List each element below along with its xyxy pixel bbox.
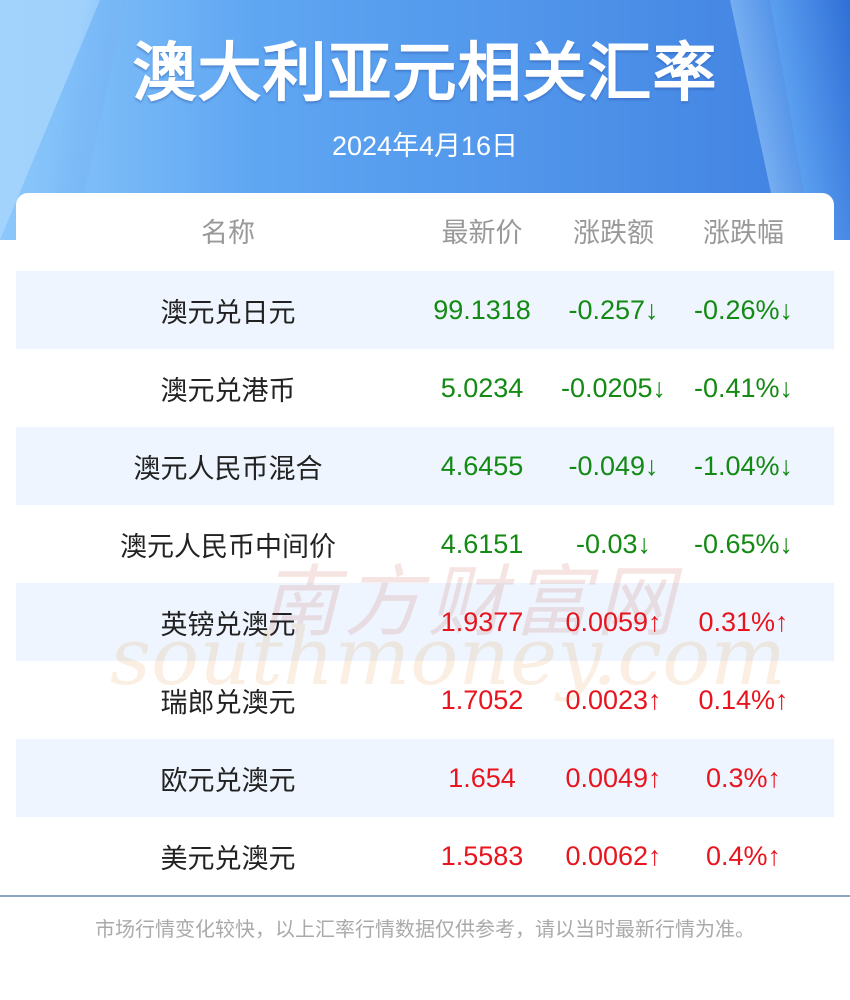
table-row: 澳元兑港币 5.0234 -0.0205↓ -0.41%↓ xyxy=(16,349,834,427)
rate-change: -0.0205↓ xyxy=(560,372,667,403)
rate-price: 1.9377 xyxy=(440,606,524,637)
rate-price: 1.5583 xyxy=(440,840,524,871)
table-header: 名称 最新价 涨跌额 涨跌幅 xyxy=(16,200,834,260)
rate-change: 0.0059↑ xyxy=(565,606,662,637)
table-row: 瑞郎兑澳元 1.7052 0.0023↑ 0.14%↑ xyxy=(16,661,834,739)
rate-price: 4.6151 xyxy=(440,528,524,559)
table-row: 澳元兑日元 99.1318 -0.257↓ -0.26%↓ xyxy=(16,271,834,349)
rate-percent: -0.65%↓ xyxy=(693,528,794,559)
rate-name: 英镑兑澳元 xyxy=(160,609,296,641)
rate-name: 澳元人民币中间价 xyxy=(120,531,336,563)
column-header-price: 最新价 xyxy=(441,217,523,249)
rate-change: -0.03↓ xyxy=(575,528,652,559)
rate-percent: 0.4%↑ xyxy=(705,840,782,871)
rate-percent: 0.14%↑ xyxy=(698,684,789,715)
rate-change: -0.257↓ xyxy=(568,294,659,325)
rate-price: 5.0234 xyxy=(440,372,524,403)
rate-name: 澳元兑日元 xyxy=(160,297,296,329)
table-row: 美元兑澳元 1.5583 0.0062↑ 0.4%↑ xyxy=(16,817,834,895)
rate-name: 澳元人民币混合 xyxy=(133,453,323,485)
rate-price: 4.6455 xyxy=(440,450,524,481)
rate-price: 1.7052 xyxy=(440,684,524,715)
rate-change: 0.0062↑ xyxy=(565,840,662,871)
table-row: 欧元兑澳元 1.654 0.0049↑ 0.3%↑ xyxy=(16,739,834,817)
rate-percent: 0.3%↑ xyxy=(705,762,782,793)
rate-change: -0.049↓ xyxy=(568,450,659,481)
table-row: 英镑兑澳元 1.9377 0.0059↑ 0.31%↑ xyxy=(16,583,834,661)
page-title: 澳大利亚元相关汇率 xyxy=(132,37,718,111)
rate-name: 欧元兑澳元 xyxy=(160,765,296,797)
rate-price: 1.654 xyxy=(448,762,516,793)
rate-percent: -0.26%↓ xyxy=(693,294,794,325)
rate-price: 99.1318 xyxy=(433,294,531,325)
divider xyxy=(0,895,850,897)
rate-percent: -0.41%↓ xyxy=(693,372,794,403)
column-header-name: 名称 xyxy=(201,217,255,249)
table-row: 澳元人民币中间价 4.6151 -0.03↓ -0.65%↓ xyxy=(16,505,834,583)
disclaimer: 市场行情变化较快，以上汇率行情数据仅供参考，请以当时最新行情为准。 xyxy=(95,917,755,941)
rate-change: 0.0023↑ xyxy=(565,684,662,715)
date-label: 2024年4月16日 xyxy=(331,131,519,161)
rate-name: 澳元兑港币 xyxy=(160,375,296,407)
column-header-percent: 涨跌幅 xyxy=(703,217,784,249)
rate-name: 瑞郎兑澳元 xyxy=(160,687,296,719)
rate-percent: -1.04%↓ xyxy=(693,450,794,481)
rate-change: 0.0049↑ xyxy=(565,762,662,793)
column-header-change: 涨跌额 xyxy=(573,217,654,249)
table-row: 澳元人民币混合 4.6455 -0.049↓ -1.04%↓ xyxy=(16,427,834,505)
rate-percent: 0.31%↑ xyxy=(698,606,789,637)
rate-name: 美元兑澳元 xyxy=(160,843,296,875)
